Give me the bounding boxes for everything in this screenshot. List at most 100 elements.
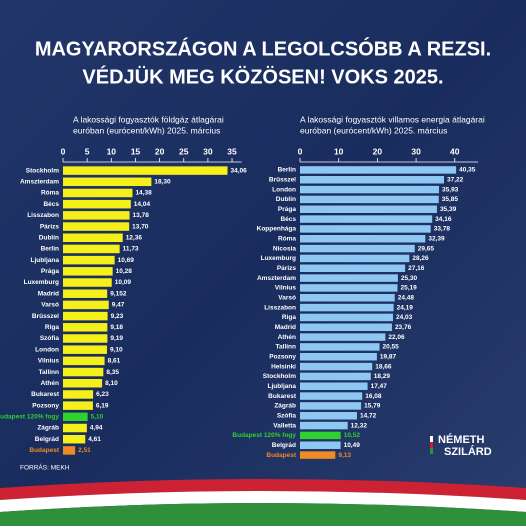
bar [300, 313, 393, 322]
logo-bar-2 [430, 442, 433, 448]
category-label: Athén [41, 380, 59, 387]
value-label: 35,39 [440, 206, 457, 213]
bar [300, 284, 398, 292]
value-label: 28,26 [412, 255, 429, 262]
bar [63, 367, 104, 377]
category-label: Stockholm [26, 167, 59, 174]
value-label: 25,30 [401, 275, 418, 282]
value-label: 13,70 [132, 223, 149, 230]
bar [63, 401, 93, 410]
category-label: Vilnius [275, 285, 297, 292]
bar [300, 412, 357, 420]
category-label: Stockholm [263, 373, 296, 380]
x-tick-label: 20 [373, 146, 383, 156]
value-label: 18,66 [375, 363, 392, 370]
bar [300, 353, 377, 361]
bar [63, 199, 131, 209]
bar [63, 188, 133, 198]
value-label: 29,65 [418, 245, 435, 252]
x-tick-label: 0 [298, 146, 303, 156]
bar [300, 303, 394, 312]
bar [300, 372, 371, 381]
category-label: Ljubljana [30, 257, 59, 264]
value-label: 17,47 [371, 383, 388, 390]
category-label: Bécs [280, 216, 296, 223]
headline-1: MAGYARORSZÁGON A LEGOLCSÓBB A REZSI. [35, 36, 491, 60]
bar [63, 278, 112, 287]
value-label: 23,76 [395, 324, 412, 331]
category-label: Madrid [38, 290, 59, 297]
value-label: 5,10 [91, 414, 104, 421]
value-label: 6,23 [96, 391, 109, 398]
bar [300, 421, 348, 430]
value-label: 13,78 [133, 212, 150, 219]
category-label: Budapest 120% fogy [232, 432, 296, 439]
bar [300, 166, 457, 174]
bar [300, 185, 440, 194]
value-label: 10,52 [344, 432, 361, 439]
value-label: 20,55 [383, 344, 400, 351]
value-label: 11,73 [123, 246, 139, 253]
category-label: Budapest [266, 452, 296, 459]
value-label: 9,19 [110, 335, 123, 342]
x-tick-label: 40 [450, 146, 460, 156]
category-label: Szófia [277, 412, 297, 419]
value-label: 4,61 [88, 436, 101, 443]
x-tick-label: 25 [179, 146, 189, 156]
bar [300, 333, 386, 341]
category-label: Brüsszel [32, 313, 59, 320]
category-label: Berlin [41, 246, 59, 253]
bar [63, 390, 94, 399]
bar [300, 176, 445, 184]
value-label: 33,78 [434, 226, 451, 233]
bar [300, 392, 363, 400]
bar [63, 255, 115, 265]
value-label: 4,94 [90, 425, 103, 432]
bar [63, 446, 76, 455]
x-tick-label: 15 [131, 146, 141, 156]
bar [63, 378, 103, 388]
category-label: Luxemburg [261, 255, 296, 262]
value-label: 10,49 [344, 442, 361, 449]
category-label: Zágráb [274, 403, 296, 410]
category-label: Helsinki [271, 363, 296, 370]
value-label: 14,38 [135, 190, 152, 197]
bar [63, 166, 228, 175]
logo-bar-3 [430, 448, 433, 454]
value-label: 10,28 [116, 268, 133, 275]
value-label: 24,19 [397, 304, 414, 311]
bar [63, 289, 108, 298]
category-label: London [272, 186, 296, 193]
value-label: 34,16 [435, 216, 452, 223]
bar [300, 343, 380, 351]
bar [300, 431, 341, 440]
value-label: 24,48 [398, 294, 415, 301]
x-tick-label: 30 [203, 146, 213, 156]
bar [63, 434, 86, 444]
value-label: 8,10 [105, 380, 118, 387]
category-label: Róma [41, 190, 59, 197]
category-label: Budapest 120% fogy [0, 414, 59, 421]
bar [63, 300, 109, 310]
category-label: Budapest [29, 447, 59, 454]
value-label: 8,35 [106, 369, 119, 376]
chart-subtitle: A lakossági fogyasztók villamos energia … [300, 114, 485, 124]
value-label: 9,10 [110, 346, 123, 353]
bar [300, 244, 415, 253]
category-label: Luxemburg [24, 279, 59, 286]
value-label: 19,87 [380, 353, 397, 360]
bar [300, 294, 395, 302]
x-tick-label: 0 [61, 146, 66, 156]
value-label: 9,18 [110, 324, 123, 331]
bar [63, 334, 108, 343]
chart-subtitle: A lakossági fogyasztók földgáz átlagárai [73, 114, 224, 124]
bar [63, 311, 108, 321]
bar [63, 244, 120, 254]
category-label: Lisszabon [264, 304, 296, 311]
category-label: Varsó [278, 294, 296, 301]
category-label: Ljubljana [267, 383, 296, 390]
category-label: Lisszabon [27, 212, 59, 219]
value-label: 27,16 [408, 265, 425, 272]
bar [300, 402, 362, 410]
